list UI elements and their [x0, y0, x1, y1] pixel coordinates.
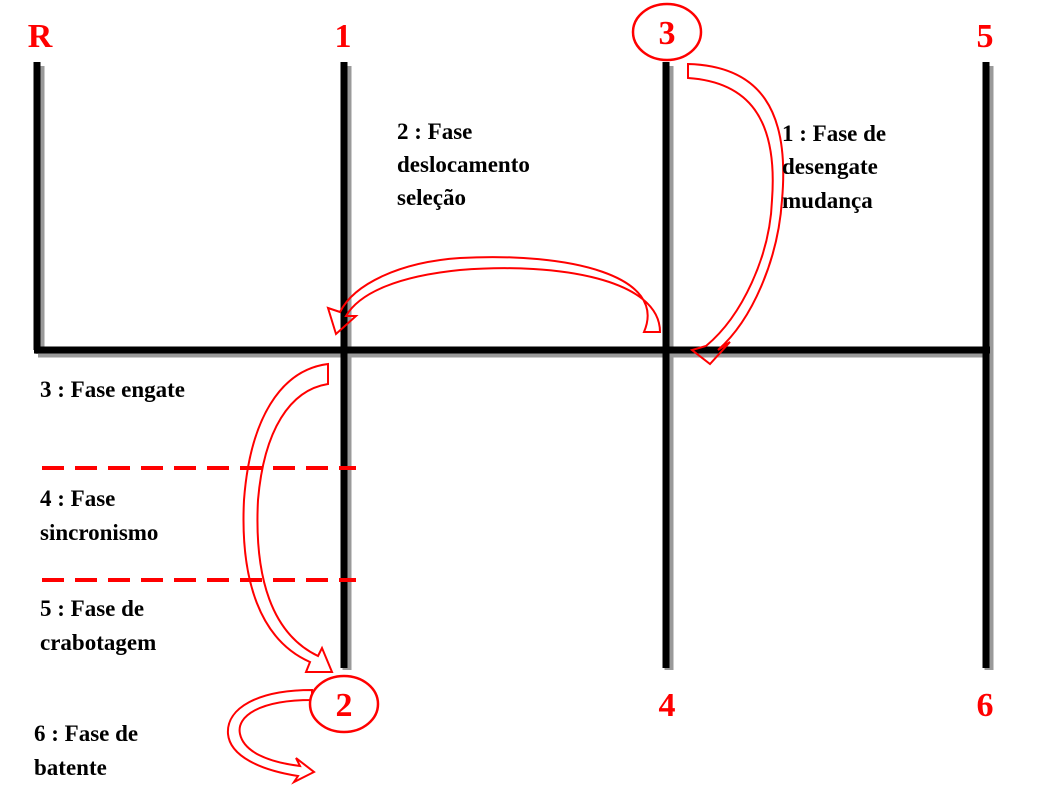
- phase-1-line-3: mudança: [782, 188, 873, 213]
- phase-6-line-1: 6 : Fase de: [34, 721, 138, 746]
- highlight-circle-gear-3: [631, 2, 703, 62]
- phase-2-line-3: seleção: [397, 185, 466, 210]
- gear-label-3: 3: [659, 15, 676, 52]
- phase-2-label: 2 : Fase deslocamento seleção: [397, 119, 530, 210]
- gear-label-r: R: [28, 18, 53, 55]
- phase-1-line-1: 1 : Fase de: [782, 121, 886, 146]
- gear-label-5: 5: [977, 18, 994, 55]
- phase-4-line-2: sincronismo: [40, 520, 158, 545]
- gear-label-6: 6: [977, 687, 994, 724]
- arrow-phase-2: [326, 256, 662, 336]
- gear-label-4: 4: [659, 687, 676, 724]
- phase-2-line-2: deslocamento: [397, 152, 530, 177]
- highlight-circle-gear-2: [308, 674, 380, 734]
- gear-label-1: 1: [335, 18, 352, 55]
- shift-pattern: [33, 62, 990, 668]
- phase-6-label: 6 : Fase de batente: [34, 721, 138, 780]
- phase-4-label: 4 : Fase sincronismo: [40, 486, 158, 545]
- phase-4-line-1: 4 : Fase: [40, 486, 115, 511]
- phase-5-line-1: 5 : Fase de: [40, 596, 144, 621]
- phase-6-line-2: batente: [34, 755, 107, 780]
- phase-1-line-2: desengate: [782, 154, 878, 179]
- phase-3-label: 3 : Fase engate: [40, 377, 185, 402]
- phase-5-label: 5 : Fase de crabotagem: [40, 596, 156, 655]
- phase-2-line-1: 2 : Fase: [397, 119, 472, 144]
- movement-arrows: [226, 62, 785, 785]
- phase-separators: [42, 466, 356, 582]
- arrow-phase-6: [226, 688, 316, 785]
- phase-5-line-2: crabotagem: [40, 630, 156, 655]
- arrow-phase-3-5: [242, 362, 334, 673]
- phase-3-line-1: 3 : Fase engate: [40, 377, 185, 402]
- phase-1-label: 1 : Fase de desengate mudança: [782, 121, 886, 213]
- gear-label-2: 2: [336, 687, 353, 724]
- arrow-phase-1: [687, 62, 785, 366]
